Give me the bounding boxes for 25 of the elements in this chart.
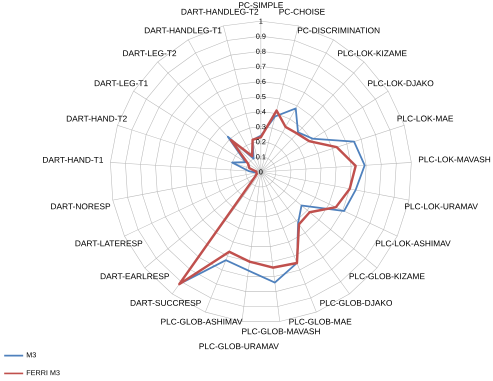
- spoke-label: DART-SUCCRESP: [130, 300, 201, 306]
- spoke-label: PC-CHOISE: [279, 8, 325, 15]
- spoke-label: DART-HAND-T1: [43, 156, 104, 163]
- spoke-label: PLC-LOK-URAMAV: [405, 203, 478, 210]
- spoke-label: PLC-LOK-ASHIMAV: [376, 240, 451, 246]
- spoke-label: PLC-GLOB-URAMAV: [199, 343, 279, 350]
- spoke-label: PLC-GLOB-ASHIMAV: [161, 318, 242, 324]
- spoke-label: PLC-LOK-DJAKO: [368, 80, 434, 86]
- spoke-label: PLC-GLOB-DJAKO: [320, 300, 392, 306]
- spoke-label: DART-LATERESP: [76, 240, 142, 246]
- spoke-label: PC-DISCRIMINATION: [298, 27, 380, 34]
- spoke-label: DART-HANDLEG-T2: [182, 8, 258, 15]
- spoke-label: DART-NORESP: [51, 203, 110, 210]
- spoke-label: PLC-GLOB-KIZAME: [350, 273, 425, 280]
- spoke-label: PLC-LOK-MAE: [398, 115, 454, 122]
- spoke-label: DART-HAND-T2: [66, 115, 127, 122]
- spoke-label: PLC-GLOB-MAVASH: [242, 328, 320, 334]
- spoke-label: PLC-LOK-KIZAME: [338, 50, 407, 56]
- spoke-label: DART-LEG-T2: [123, 50, 176, 56]
- spoke-label: PLC-LOK-MAVASH: [418, 156, 490, 162]
- spoke-label: PC-SIMPLE: [239, 2, 283, 8]
- spoke-label: DART-EARLRESP: [100, 273, 170, 280]
- spoke-label: DART-HANDLEG-T1: [144, 27, 222, 34]
- spoke-label: DART-LEG-T1: [94, 80, 148, 86]
- spoke-label: PLC-GLOB-MAE: [289, 318, 352, 324]
